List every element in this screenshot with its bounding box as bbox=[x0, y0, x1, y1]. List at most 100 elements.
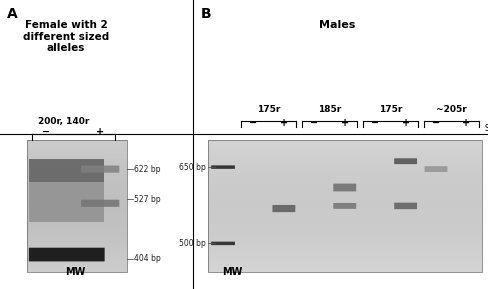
Bar bbox=[29, 159, 104, 182]
Bar bbox=[207, 140, 481, 143]
Bar bbox=[207, 240, 481, 243]
Bar bbox=[27, 245, 127, 248]
Bar bbox=[27, 148, 127, 151]
Bar bbox=[27, 222, 127, 224]
Bar bbox=[207, 143, 481, 145]
Text: −: − bbox=[309, 118, 318, 128]
Bar bbox=[207, 193, 481, 195]
Text: A: A bbox=[7, 7, 18, 21]
Bar bbox=[207, 256, 481, 258]
Bar bbox=[27, 164, 127, 166]
Bar bbox=[27, 169, 127, 172]
Bar bbox=[207, 164, 481, 166]
Bar bbox=[207, 188, 481, 190]
Text: ~205r: ~205r bbox=[435, 105, 466, 114]
Bar bbox=[27, 195, 127, 198]
Bar bbox=[27, 203, 127, 206]
Bar bbox=[27, 264, 127, 266]
Bar bbox=[27, 177, 127, 179]
Bar bbox=[207, 238, 481, 240]
Bar bbox=[207, 161, 481, 164]
Text: B: B bbox=[200, 7, 211, 21]
Bar bbox=[207, 253, 481, 256]
Bar bbox=[207, 203, 481, 206]
Bar bbox=[207, 166, 481, 169]
Bar bbox=[27, 227, 127, 229]
FancyBboxPatch shape bbox=[333, 203, 355, 209]
Text: 527 bp: 527 bp bbox=[134, 195, 161, 204]
Bar bbox=[27, 266, 127, 269]
Bar bbox=[207, 243, 481, 245]
Bar bbox=[27, 261, 127, 264]
Bar bbox=[27, 151, 127, 153]
Text: −: − bbox=[431, 118, 439, 128]
Bar bbox=[27, 140, 127, 143]
Bar bbox=[27, 224, 127, 227]
Bar bbox=[207, 222, 481, 224]
FancyBboxPatch shape bbox=[333, 184, 355, 191]
Bar bbox=[27, 143, 127, 145]
Bar bbox=[27, 258, 127, 261]
Bar bbox=[207, 224, 481, 227]
Bar bbox=[207, 151, 481, 153]
Bar bbox=[207, 140, 481, 272]
Bar bbox=[207, 177, 481, 179]
Bar bbox=[207, 179, 481, 182]
Bar bbox=[27, 188, 127, 190]
Bar bbox=[207, 245, 481, 248]
Bar bbox=[207, 159, 481, 161]
Bar bbox=[207, 185, 481, 188]
Bar bbox=[27, 269, 127, 272]
Bar bbox=[27, 235, 127, 238]
Bar bbox=[207, 201, 481, 203]
Bar bbox=[27, 256, 127, 258]
Bar bbox=[27, 206, 127, 209]
Bar bbox=[27, 216, 127, 219]
Bar bbox=[27, 179, 127, 182]
Text: +: + bbox=[462, 118, 469, 128]
Bar bbox=[207, 261, 481, 264]
Bar bbox=[27, 253, 127, 256]
Bar bbox=[27, 243, 127, 245]
Bar bbox=[27, 229, 127, 232]
Bar bbox=[207, 269, 481, 272]
Bar bbox=[207, 153, 481, 156]
FancyBboxPatch shape bbox=[81, 200, 119, 207]
Text: 200r, 140r: 200r, 140r bbox=[38, 117, 89, 126]
FancyBboxPatch shape bbox=[29, 248, 104, 262]
Text: +: + bbox=[401, 118, 409, 128]
Bar bbox=[207, 235, 481, 238]
Text: −: − bbox=[42, 127, 50, 137]
Bar bbox=[27, 182, 127, 185]
Bar bbox=[207, 229, 481, 232]
Text: 500 bp: 500 bp bbox=[178, 239, 205, 248]
Bar bbox=[27, 209, 127, 211]
Bar bbox=[207, 198, 481, 201]
Text: MW: MW bbox=[65, 267, 86, 277]
Bar bbox=[207, 145, 481, 148]
Bar bbox=[207, 266, 481, 269]
Bar bbox=[207, 209, 481, 211]
Bar bbox=[27, 214, 127, 216]
Bar bbox=[207, 264, 481, 266]
Bar bbox=[207, 190, 481, 193]
FancyBboxPatch shape bbox=[393, 158, 416, 164]
Bar bbox=[27, 248, 127, 251]
Bar bbox=[27, 232, 127, 235]
Bar bbox=[27, 238, 127, 240]
Bar bbox=[29, 182, 104, 222]
FancyBboxPatch shape bbox=[211, 165, 234, 169]
Bar bbox=[27, 145, 127, 148]
Bar bbox=[207, 227, 481, 229]
FancyBboxPatch shape bbox=[424, 166, 447, 172]
Text: Female with 2
different sized
alleles: Female with 2 different sized alleles bbox=[23, 20, 109, 53]
Bar bbox=[27, 185, 127, 188]
Bar bbox=[207, 195, 481, 198]
Bar bbox=[207, 206, 481, 209]
Bar bbox=[27, 201, 127, 203]
Bar bbox=[27, 153, 127, 156]
Text: 622 bp: 622 bp bbox=[134, 165, 161, 174]
Text: +: + bbox=[96, 127, 104, 137]
Text: 185r: 185r bbox=[317, 105, 341, 114]
Bar bbox=[27, 161, 127, 164]
